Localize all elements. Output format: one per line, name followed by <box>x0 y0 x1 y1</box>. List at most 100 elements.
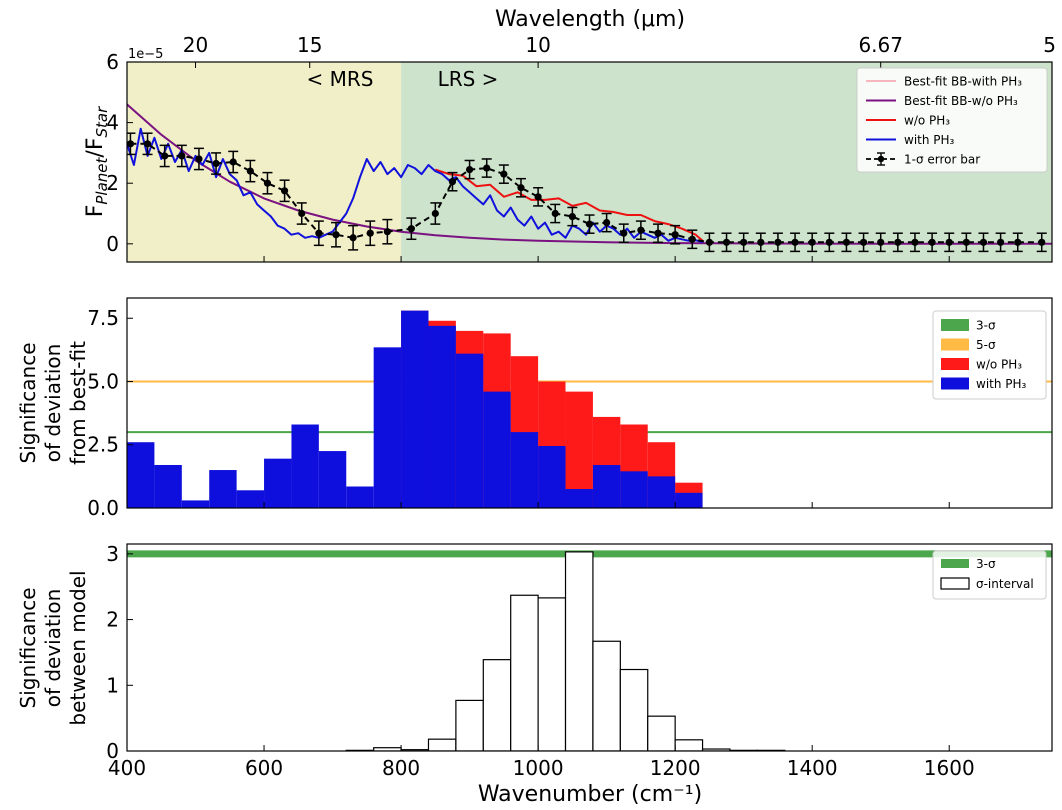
legend-swatch <box>941 377 969 390</box>
data-point <box>500 170 508 178</box>
x-tick-label: 600 <box>245 756 283 780</box>
data-point <box>859 238 868 246</box>
x-tick-label: 1600 <box>924 756 975 780</box>
error-bar <box>567 206 578 227</box>
legend-label: 3-σ <box>976 319 996 333</box>
data-point <box>671 231 679 239</box>
y-tick-label: 4 <box>106 111 119 135</box>
legend-label: σ-interval <box>976 577 1034 591</box>
y-tick-label: 6 <box>106 50 119 74</box>
error-bar <box>858 232 869 253</box>
y-axis-label-line: Significance <box>16 587 40 708</box>
data-point <box>332 231 340 239</box>
data-point <box>911 238 919 246</box>
data-point <box>962 238 970 246</box>
legend-label: with PH₃ <box>904 133 955 147</box>
error-bar <box>142 132 153 156</box>
data-point <box>383 228 391 236</box>
legend-label: 5-σ <box>976 338 996 352</box>
deviation-model-plot-area <box>127 550 1052 751</box>
data-point <box>791 238 799 246</box>
x-tick-label: 800 <box>382 756 420 780</box>
data-point <box>465 165 474 174</box>
error-bar <box>653 223 664 244</box>
error-bar <box>211 152 222 175</box>
legend-label: with PH₃ <box>976 377 1027 391</box>
data-point <box>585 220 594 228</box>
bar <box>647 715 676 751</box>
top-tick-label: 15 <box>297 33 322 57</box>
data-point <box>349 234 357 242</box>
data-point <box>517 184 525 192</box>
legend-label: Best-fit BB-w/o PH₃ <box>904 94 1018 108</box>
bar <box>483 391 511 508</box>
bar <box>619 668 649 751</box>
error-bar <box>228 150 239 174</box>
bar <box>620 471 648 508</box>
deviation-bestfit-legend-box <box>932 310 1047 400</box>
y-axis-label-line: of deviation <box>41 589 65 708</box>
error-bar <box>1012 232 1023 253</box>
data-point <box>195 155 203 163</box>
bar <box>538 446 566 508</box>
deviation-bestfit-y-axis-label: Significance of deviation from best-fit <box>16 341 90 465</box>
data-point <box>263 179 272 187</box>
data-point <box>877 238 885 246</box>
error-bar <box>961 232 972 253</box>
error-bar <box>772 232 783 253</box>
data-point <box>448 178 457 186</box>
data-point <box>568 212 576 221</box>
bar <box>537 597 567 751</box>
error-bar <box>721 232 732 253</box>
data-point <box>620 229 628 237</box>
wavelength-axis-label: Wavelength (μm) <box>495 7 685 32</box>
data-point <box>945 238 953 246</box>
y-scale-label: 1e−5 <box>128 47 163 62</box>
data-point <box>143 140 152 148</box>
data-point <box>366 229 374 237</box>
data-point <box>431 209 439 218</box>
error-bar <box>670 224 681 245</box>
data-point <box>603 219 611 227</box>
data-point <box>534 193 542 201</box>
error-bar <box>824 232 835 253</box>
legend-swatch <box>941 559 969 568</box>
data-point <box>928 238 936 246</box>
error-bar <box>978 232 989 253</box>
lrs-region-label: LRS > <box>438 67 499 91</box>
data-point <box>825 238 833 246</box>
y-tick-label: 2.5 <box>87 433 119 457</box>
bar <box>564 551 594 751</box>
data-point <box>280 187 289 195</box>
error-bar <box>464 159 475 180</box>
data-point <box>178 152 186 160</box>
data-point <box>246 167 254 175</box>
mrs-region-label: < MRS <box>307 67 374 91</box>
bar <box>455 699 484 751</box>
data-point <box>997 238 1005 246</box>
y-tick-label: 2 <box>106 608 119 632</box>
data-point <box>757 238 765 246</box>
error-bar <box>382 218 393 245</box>
errorbar-trend-line <box>130 142 1042 244</box>
bar <box>455 353 484 508</box>
error-bar <box>406 217 417 241</box>
error-bar <box>262 171 273 195</box>
error-bar <box>498 164 509 184</box>
bar <box>592 464 621 508</box>
bar <box>264 458 292 508</box>
y-axis-label-line: of deviation <box>41 344 65 463</box>
bar <box>346 486 374 508</box>
deviation-bestfit-plot-area <box>127 310 1052 508</box>
y-tick-label: 0.0 <box>87 496 119 520</box>
bar <box>318 451 347 508</box>
data-point <box>127 140 135 148</box>
data-point <box>407 225 415 233</box>
legend-label: 1-σ error bar <box>904 153 980 167</box>
error-bar <box>704 232 715 253</box>
y-axis-label-line: Significance <box>16 342 40 463</box>
data-point <box>705 238 714 246</box>
deviation-bestfit-y-ticks: 0.0 2.5 5.0 7.5 <box>87 306 133 520</box>
y-tick-label: 5.0 <box>87 369 119 393</box>
